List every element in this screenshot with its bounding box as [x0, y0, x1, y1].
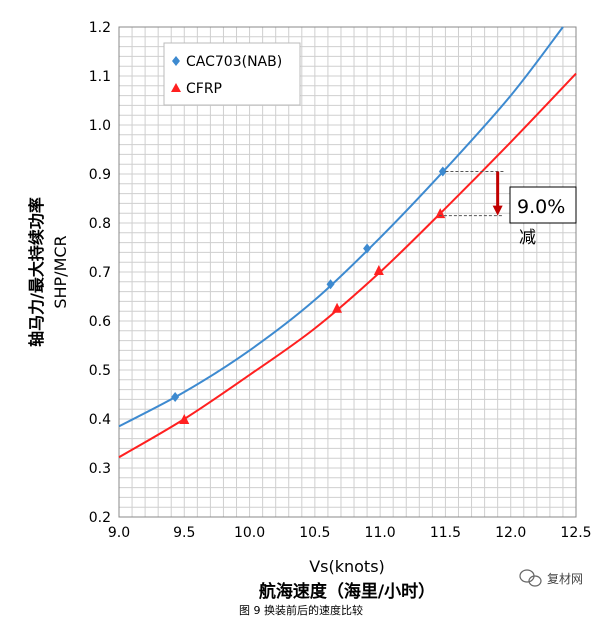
y-tick-label: 1.1 — [89, 69, 111, 85]
data-point-cac703 — [326, 279, 335, 290]
x-axis-label: Vs(knots) — [309, 557, 385, 576]
series-line-cfrp — [118, 72, 577, 459]
legend-label-cac703: CAC703(NAB) — [186, 54, 282, 70]
y-tick-labels: 0.2 0.3 0.4 0.5 0.6 0.7 0.8 0.9 1.0 1.1 1.2 — [89, 20, 111, 526]
y-tick-label: 0.2 — [89, 510, 111, 526]
y-tick-label: 0.5 — [89, 363, 111, 379]
y-tick-label: 0.3 — [89, 461, 111, 477]
x-tick-label: 11.5 — [430, 525, 461, 541]
y-tick-label: 1.2 — [89, 20, 111, 36]
annotation-box — [509, 186, 577, 224]
x-tick-label: 10.5 — [299, 525, 330, 541]
x-tick-labels: 9.0 9.5 10.0 10.5 11.0 11.5 12.0 12.5 — [108, 525, 592, 541]
legend-marker-cac703 — [172, 56, 180, 66]
watermark-text: 复材网 — [547, 572, 583, 586]
figure-caption: 图 9 换装前后的速度比较 — [239, 603, 363, 617]
x-tick-label: 12.5 — [560, 525, 591, 541]
reduction-arrow-head — [492, 205, 503, 216]
annotation-reduce-label: 减 — [519, 228, 536, 248]
x-tick-label: 12.0 — [495, 525, 526, 541]
data-point-cac703 — [438, 166, 447, 177]
y-tick-label: 0.4 — [89, 412, 111, 428]
y-tick-label: 0.6 — [89, 314, 111, 330]
grid — [118, 26, 577, 518]
series-line-cac703 — [118, 26, 564, 428]
legend-marker-cfrp — [171, 83, 181, 92]
legend-label-cfrp: CFRP — [186, 81, 222, 97]
y-tick-label: 1.0 — [89, 118, 111, 134]
watermark: 复材网 — [519, 569, 583, 587]
y-axis-label: SHP/MCR — [51, 235, 70, 308]
x-tick-label: 10.0 — [234, 525, 265, 541]
x-axis-label-cn: 航海速度（海里/小时） — [259, 581, 435, 602]
legend-box — [163, 42, 301, 106]
data-point-cfrp — [179, 413, 190, 424]
x-tick-label: 11.0 — [365, 525, 396, 541]
y-axis-label-cn: 轴马力/最大持续功率 — [27, 197, 46, 347]
data-point-cfrp — [373, 265, 384, 276]
series-layer — [118, 26, 577, 459]
y-tick-label: 0.8 — [89, 216, 111, 232]
data-point-cfrp — [332, 302, 343, 313]
plot-frame — [118, 26, 577, 518]
y-tick-label: 0.7 — [89, 265, 111, 281]
legend: CAC703(NAB) CFRP — [163, 42, 301, 106]
annotation-percent: 9.0% — [517, 196, 565, 218]
reduction-annotation: 9.0% 减 — [438, 171, 577, 248]
y-tick-label: 0.9 — [89, 167, 111, 183]
data-point-cac703 — [171, 391, 180, 402]
data-point-cac703 — [363, 243, 372, 254]
x-tick-label: 9.5 — [173, 525, 195, 541]
x-tick-label: 9.0 — [108, 525, 130, 541]
wechat-icon — [519, 569, 542, 587]
data-point-cfrp — [435, 208, 446, 219]
